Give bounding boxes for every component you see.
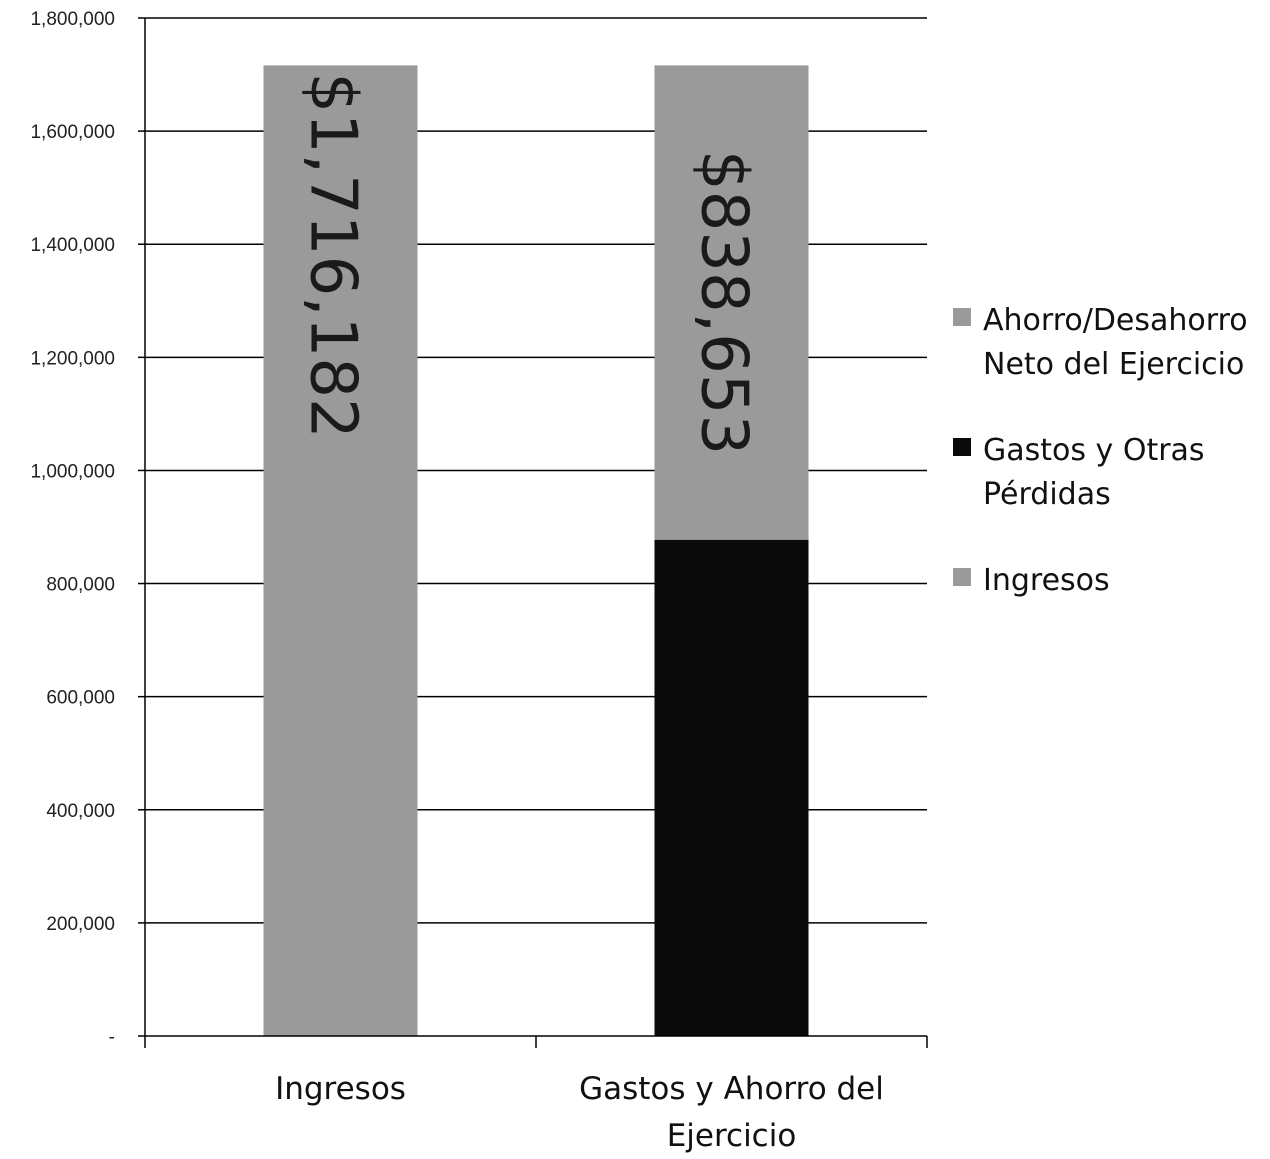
legend-swatch: [953, 308, 971, 326]
axes: - 200,000 400,000 600,000 800,000 1,000,000 1,…: [30, 9, 928, 1154]
y-tick-label: 200,000: [46, 914, 115, 935]
y-tick-label: 1,200,000: [30, 348, 115, 369]
legend-label: Pérdidas: [983, 477, 1111, 512]
legend-label: Neto del Ejercicio: [983, 347, 1244, 382]
bar-segment: [263, 65, 418, 1036]
legend: Ahorro/Desahorro Neto del Ejercicio Gastos…: [953, 303, 1248, 598]
legend-swatch: [953, 568, 971, 586]
legend-label: Ahorro/Desahorro: [983, 303, 1248, 338]
legend-swatch: [953, 438, 971, 456]
bar-segment: [654, 539, 809, 1036]
bar-data-label: $838,653: [687, 150, 761, 455]
y-tick-label: -: [109, 1027, 115, 1048]
legend-label: Gastos y Otras: [983, 433, 1205, 468]
bar-data-labels: $1,716,182 $838,653: [296, 72, 761, 455]
legend-label: Ingresos: [983, 563, 1110, 598]
x-category-label: Gastos y Ahorro del: [579, 1071, 884, 1107]
x-category-label: Ingresos: [275, 1071, 406, 1107]
x-category-label: Ejercicio: [667, 1118, 797, 1154]
gridlines: [145, 17, 927, 924]
y-tick-label: 400,000: [46, 801, 115, 822]
y-tick-label: 1,800,000: [30, 9, 115, 30]
y-tick-label: 1,000,000: [30, 461, 115, 482]
y-tick-label: 1,600,000: [30, 122, 115, 143]
bars: [263, 65, 809, 1036]
bar-segment: [654, 65, 809, 540]
y-tick-label: 1,400,000: [30, 235, 115, 256]
y-tick-label: 600,000: [46, 688, 115, 709]
bar-data-label: $1,716,182: [296, 72, 370, 438]
y-tick-label: 800,000: [46, 575, 115, 596]
